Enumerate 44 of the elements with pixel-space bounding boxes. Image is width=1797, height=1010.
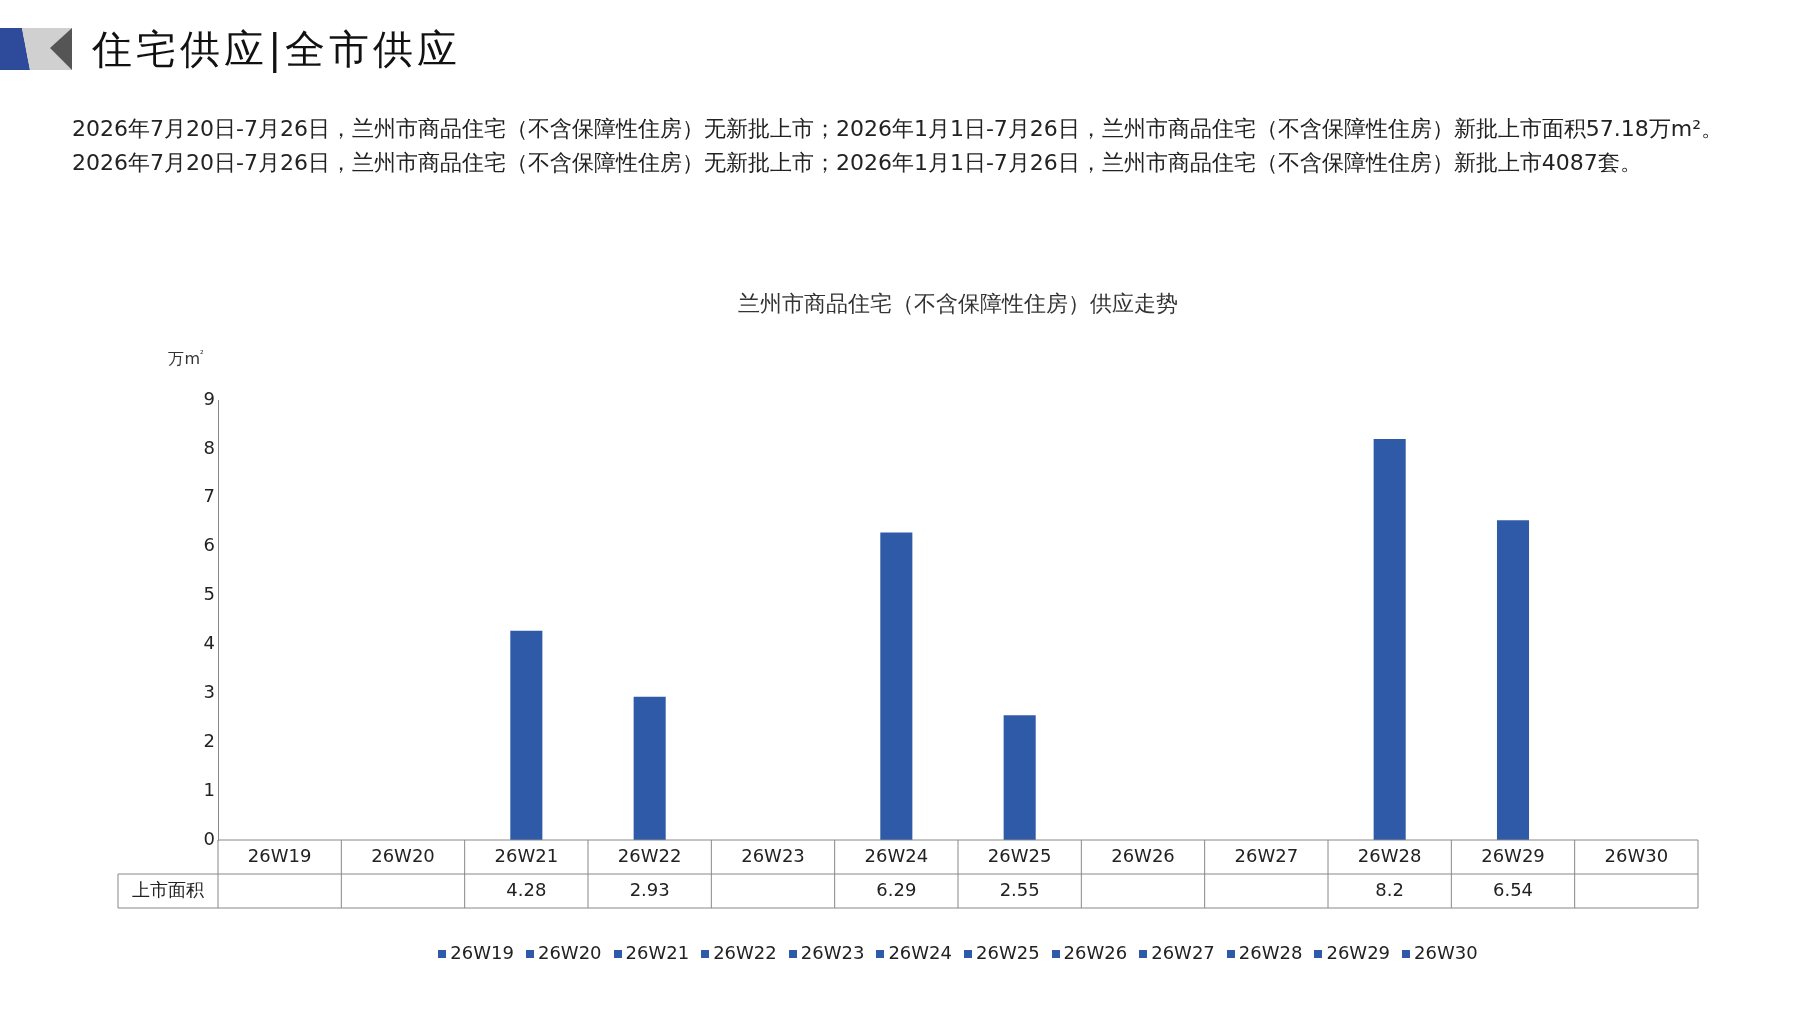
x-tick-label: 26W28 (1357, 844, 1422, 866)
y-tick-label: 7 (203, 485, 215, 507)
category-label: 26W28 (1238, 942, 1303, 963)
data-label: 2.55 (999, 878, 1040, 900)
x-tick-label: 26W25 (987, 844, 1052, 866)
text: 上市面积 (132, 878, 204, 900)
category-label: 26W24 (888, 942, 952, 963)
category-label: 26W29 (1326, 942, 1391, 963)
y-tick-label: 0 (203, 827, 215, 849)
category-label: 26W21 (625, 942, 690, 963)
text: 住宅供应|全市供应 (92, 25, 462, 75)
category-label: 26W27 (1151, 942, 1215, 963)
x-tick-label: 26W22 (617, 844, 682, 866)
x-tick-label: 26W23 (741, 844, 805, 866)
x-tick-label: 26W29 (1481, 844, 1545, 866)
x-tick-label: 26W19 (247, 844, 312, 866)
y-tick-label: 4 (203, 632, 215, 654)
category-label: 26W22 (713, 942, 777, 963)
category-label: 26W25 (976, 942, 1040, 963)
x-tick-label: 26W21 (494, 844, 559, 866)
y-tick-label: 3 (203, 681, 215, 703)
y-tick-label: 6 (203, 534, 215, 556)
category-label: 26W23 (800, 942, 865, 963)
x-tick-label: 26W27 (1234, 844, 1299, 866)
x-tick-label: 26W20 (371, 844, 435, 866)
data-label: 4.28 (506, 878, 547, 900)
chart-title: 兰州市商品住宅（不含保障性住房）供应走势 (738, 290, 1178, 316)
data-label: 6.29 (876, 878, 917, 900)
category-label: 26W19 (450, 942, 514, 963)
y-tick-label: 9 (203, 387, 215, 409)
y-tick-label: 1 (203, 778, 215, 800)
data-label: 8.2 (1375, 878, 1404, 900)
x-tick-label: 26W24 (864, 844, 929, 866)
category-label: 26W20 (537, 942, 602, 963)
y-tick-label: 8 (203, 436, 215, 458)
category-label: 26W26 (1063, 942, 1128, 963)
x-tick-label: 26W30 (1604, 844, 1669, 866)
data-label: 6.54 (1492, 878, 1534, 900)
y-tick-label: 5 (203, 583, 215, 605)
y-tick-label: 2 (203, 729, 215, 751)
category-label: 26W30 (1414, 942, 1478, 963)
chart-subtitle: 2026年7月20日-7月26日，兰州市商品住宅（不含保障性住房）无新批上市；2026年1月1日-7月26日，兰州市商品住宅（不含保障性住房）新批上市面积57.18万m²。2026年7月20日-7月26日，兰州市商品住宅（不含保障性住房）无新批上市；2026年1月1日-7月26日，兰州市商品住宅（不含保障性住房）新批上市4087套。 (72, 115, 1725, 177)
x-tick-label: 26W26 (1111, 844, 1175, 866)
data-label: 2.93 (629, 878, 670, 900)
